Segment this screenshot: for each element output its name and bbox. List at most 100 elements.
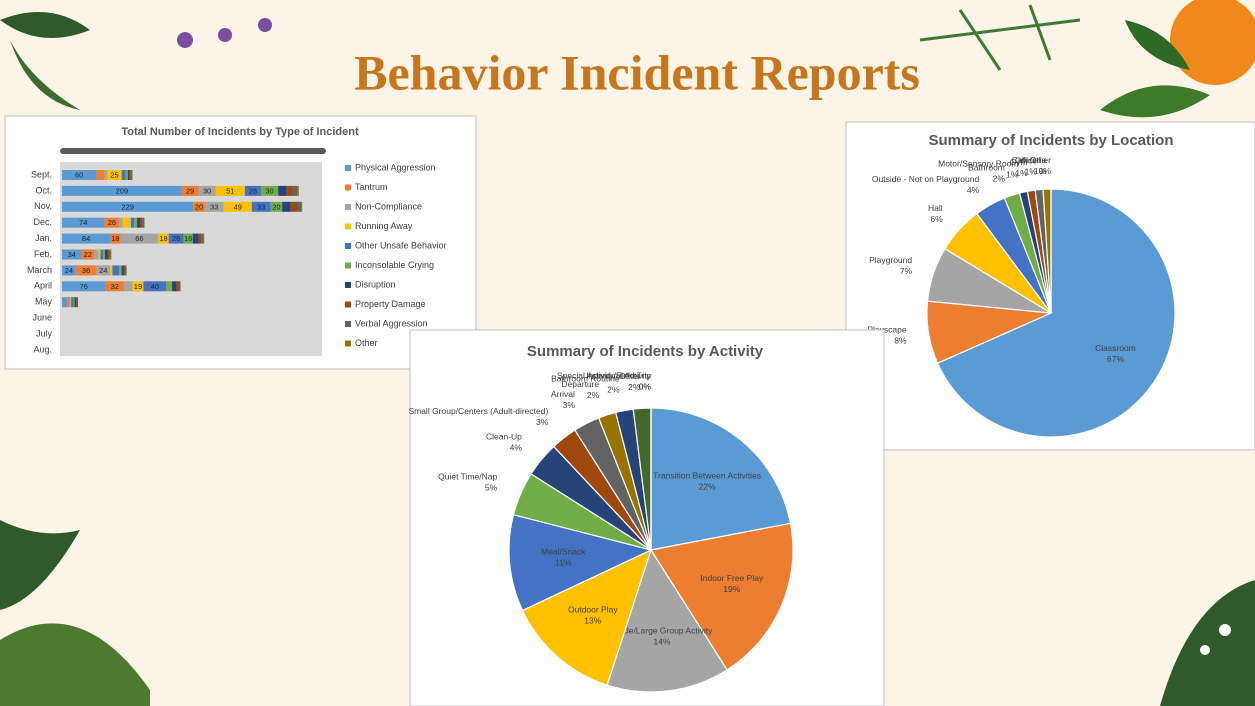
bar-segment: [77, 297, 79, 308]
data-label: 24: [65, 266, 73, 275]
y-tick-label: May: [35, 297, 53, 307]
slice-label: Small Group/Centers (Adult-directed): [408, 406, 548, 416]
flower: [177, 32, 193, 48]
slice-value-label: 8%: [894, 336, 907, 346]
bar-segment: [62, 265, 76, 276]
slice-label: Motor/Sensory Room: [938, 159, 1018, 169]
data-label: 30: [265, 186, 273, 195]
slice-value-label: 2%: [993, 173, 1006, 183]
slice-label: Indoor Free Play: [700, 573, 764, 583]
slice-label: Outside - Not on Playground: [872, 174, 980, 184]
slice-label: Other: [619, 371, 640, 381]
twig: [919, 4, 1081, 71]
data-label: 24: [99, 266, 107, 275]
legend-swatch: [345, 204, 351, 210]
bar-segment: [143, 281, 167, 292]
data-label: 19: [134, 282, 142, 291]
slice-value-label: 11%: [555, 558, 572, 568]
chart-title: Total Number of Incidents by Type of Inc…: [121, 126, 359, 138]
slice-value-label: 67%: [1107, 354, 1124, 364]
legend-label: Verbal Aggression: [355, 318, 428, 328]
y-tick-label: Dec.: [33, 217, 52, 227]
bar-segment: [125, 170, 128, 180]
bar-segment: [103, 249, 105, 260]
bar-segment: [132, 281, 144, 292]
y-tick-label: April: [34, 281, 52, 291]
bar-segment: [139, 217, 143, 228]
slice-label: Circle/Large Group Activity: [612, 626, 713, 636]
bar-segment: [193, 201, 205, 212]
data-label: 30: [203, 186, 211, 195]
slice-label: Bathroom: [968, 162, 1005, 172]
bar-segment: [270, 201, 283, 212]
leaf: [1160, 580, 1255, 706]
title-underline: [60, 148, 326, 154]
bar-segment: [166, 281, 173, 292]
bar-segment: [69, 297, 71, 308]
bar-segment: [251, 201, 271, 212]
slice-label: Other: [1030, 155, 1051, 165]
legend-label: Inconsolable Crying: [355, 260, 434, 270]
bar-segment: [109, 249, 111, 260]
bar-segment: [67, 297, 70, 308]
bar-segment: [180, 281, 181, 292]
y-tick-label: Oct.: [35, 185, 52, 195]
bar-segment: [105, 281, 124, 292]
legend-swatch: [345, 223, 351, 230]
pie-slice: [606, 548, 728, 693]
bar-segment: [104, 170, 108, 180]
bar-segment: [73, 297, 75, 308]
bar-segment: [96, 265, 111, 276]
leaf: [0, 623, 150, 706]
y-tick-label: June: [32, 312, 52, 322]
legend-swatch: [345, 243, 351, 249]
data-label: 29: [186, 186, 194, 195]
slice-label: Arrival: [551, 389, 575, 399]
bar-segment: [62, 281, 106, 292]
slice-label: Playscape: [867, 325, 906, 335]
data-label: 51: [226, 186, 234, 195]
data-label: 18: [111, 234, 119, 243]
bar-segment: [244, 185, 261, 196]
y-tick-label: Jan.: [35, 233, 52, 243]
bar-segment: [120, 233, 159, 244]
bar-segment: [110, 249, 112, 260]
data-label: 33: [210, 202, 218, 211]
slice-label: Hall: [928, 203, 943, 213]
bar-segment: [75, 265, 97, 276]
legend-swatch: [345, 262, 351, 269]
legend-swatch: [345, 321, 351, 327]
bar-chart: Total Number of Incidents by Type of Inc…: [27, 126, 447, 356]
bar-segment: [121, 265, 124, 276]
y-tick-label: Aug.: [33, 344, 52, 354]
bar-segment: [198, 233, 202, 244]
bar-segment: [100, 249, 104, 260]
bar-segment: [204, 201, 224, 212]
leaf: [1125, 20, 1190, 70]
data-label: 20: [272, 202, 280, 211]
legend-label: Running Away: [355, 221, 413, 231]
bar-segment: [297, 185, 299, 196]
slice-value-label: 6%: [930, 214, 943, 224]
bar-segment: [127, 170, 130, 180]
bar-segment: [119, 265, 122, 276]
chart-title: Summary of Incidents by Activity: [527, 343, 764, 360]
slice-label: Quiet Time/Nap: [438, 472, 497, 482]
flower: [1219, 624, 1231, 636]
data-label: 18: [159, 234, 167, 243]
slice-value-label: 19%: [723, 584, 740, 594]
slice-label: Bathroom Routine: [551, 374, 620, 384]
legend-label: Non-Compliance: [355, 201, 422, 211]
slice-label: Office: [1015, 156, 1037, 166]
data-label: 26: [172, 234, 180, 243]
slice-label: Clean-Up: [486, 431, 522, 441]
bar-segment: [131, 170, 133, 180]
location-pie: Summary of Incidents by Location Classroo…: [867, 132, 1176, 438]
leaf: [0, 520, 80, 610]
slice-label: Individual Activity: [586, 371, 651, 381]
bar-segment: [203, 233, 205, 244]
bar-segment: [260, 185, 279, 196]
data-label: 26: [108, 218, 116, 227]
bar-segment: [62, 170, 97, 180]
bar-segment: [143, 217, 145, 228]
